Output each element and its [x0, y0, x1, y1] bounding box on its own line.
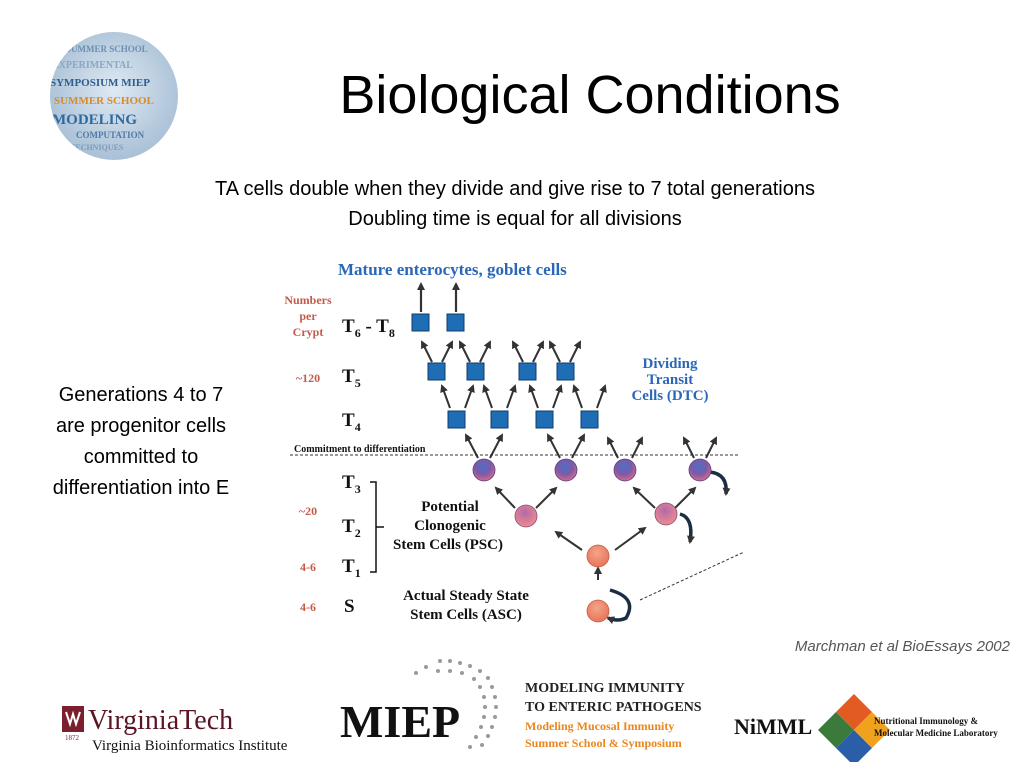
subtitle-line-2: Doubling time is equal for all divisions — [348, 208, 682, 230]
nimml-line-2: Molecular Medicine Laboratory — [874, 728, 998, 738]
t3-arrows — [465, 433, 717, 459]
slide-title: Biological Conditions — [339, 65, 841, 125]
self-renewal-arrows — [606, 470, 731, 624]
t4-arrows — [440, 384, 607, 409]
sphere-word-7: TECHNIQUES — [70, 143, 124, 152]
side-note-line-4: differentiation into E — [52, 477, 230, 499]
vt-shield-icon — [62, 706, 84, 732]
stem-cells — [586, 544, 610, 623]
gen-label-t5: T5 — [342, 366, 361, 390]
dashed-oblique-line — [639, 551, 745, 601]
sphere-word-6: COMPUTATION — [76, 130, 145, 140]
svg-text:1872: 1872 — [65, 734, 80, 742]
asc-label-2: Stem Cells (ASC) — [410, 607, 522, 623]
asc-label-1: Actual Steady State — [403, 588, 529, 604]
dtc-label-2: Transit — [647, 372, 693, 388]
t5-cells — [427, 362, 575, 381]
t3-cells — [472, 458, 712, 482]
nimml-wordmark: NiMML — [734, 714, 812, 739]
gen-label-s: S — [344, 596, 355, 617]
count-s: 4-6 — [300, 600, 316, 614]
count-120: ~120 — [296, 371, 320, 385]
miep-line-3: Modeling Mucosal Immunity — [525, 719, 674, 733]
count-t1: 4-6 — [300, 560, 316, 574]
mature-cells-label: Mature enterocytes, goblet cells — [338, 260, 567, 279]
generation-bracket — [370, 481, 384, 573]
nimml-emblem-icon — [818, 694, 890, 762]
side-note-line-3: committed to — [83, 446, 199, 468]
citation: Marchman et al BioEssays 2002 — [794, 638, 1010, 655]
gen-label-t2: T2 — [342, 516, 361, 540]
vt-name: VirginiaTech — [88, 705, 233, 736]
miep-line-1: MODELING IMMUNITY — [525, 681, 685, 696]
top-arrows — [417, 282, 460, 312]
t5-arrows — [421, 340, 581, 363]
commitment-label: Commitment to differentiation — [294, 444, 426, 455]
psc-label-2: Clonogenic — [414, 518, 486, 534]
miep-line-4: Summer School & Symposium — [525, 736, 682, 750]
numbers-per-crypt-1: Numbers — [284, 293, 332, 307]
gen-label-t6-t8: T6 - T8 — [342, 316, 395, 340]
dtc-label-1: Dividing — [642, 356, 698, 372]
gen-label-t4: T4 — [342, 410, 361, 434]
lower-arrows — [494, 486, 697, 580]
sphere-word-5: MODELING — [52, 112, 137, 128]
psc-label-1: Potential — [421, 499, 479, 515]
miep-sphere-logo: SUMMER SCHOOL EXPERIMENTAL SYMPOSIUM MIE… — [50, 32, 178, 160]
crypt-lineage-diagram: Mature enterocytes, goblet cells Numbers… — [284, 260, 745, 624]
gen-label-t1: T1 — [342, 556, 361, 580]
numbers-per-crypt-2: per — [299, 309, 317, 323]
virginia-tech-logo: 1872 VirginiaTech Virginia Bioinformatic… — [62, 705, 288, 754]
miep-wordmark: MIEP — [340, 696, 460, 747]
numbers-per-crypt-3: Crypt — [293, 325, 324, 339]
dtc-label-3: Cells (DTC) — [631, 388, 708, 404]
side-note-line-1: Generations 4 to 7 — [58, 384, 224, 406]
subtitle-line-1: TA cells double when they divide and giv… — [215, 178, 815, 200]
t6-t8-cells — [411, 313, 465, 332]
sphere-word-1: SUMMER SCHOOL — [66, 44, 148, 54]
miep-logo: MIEP MODELING IMMUNITY TO ENTERIC PATHOG… — [340, 659, 702, 750]
nimml-line-1: Nutritional Immunology & — [874, 716, 979, 726]
psc-label-3: Stem Cells (PSC) — [393, 537, 503, 553]
sphere-word-4: SUMMER SCHOOL — [54, 95, 154, 107]
gen-label-t3: T3 — [342, 472, 361, 496]
sphere-word-2: EXPERIMENTAL — [52, 60, 133, 71]
side-note: Generations 4 to 7 are progenitor cells … — [28, 380, 254, 504]
vt-institute: Virginia Bioinformatics Institute — [92, 738, 288, 754]
side-note-line-2: are progenitor cells — [55, 415, 227, 437]
count-20: ~20 — [299, 504, 317, 518]
t2-cells — [514, 502, 678, 528]
sphere-word-3: SYMPOSIUM MIEP — [50, 77, 150, 89]
nimml-logo: NiMML Nutritional Immunology & Molecular… — [734, 694, 998, 762]
t4-cells — [447, 410, 599, 429]
miep-dots-icon — [414, 659, 498, 749]
miep-line-2: TO ENTERIC PATHOGENS — [525, 700, 702, 715]
